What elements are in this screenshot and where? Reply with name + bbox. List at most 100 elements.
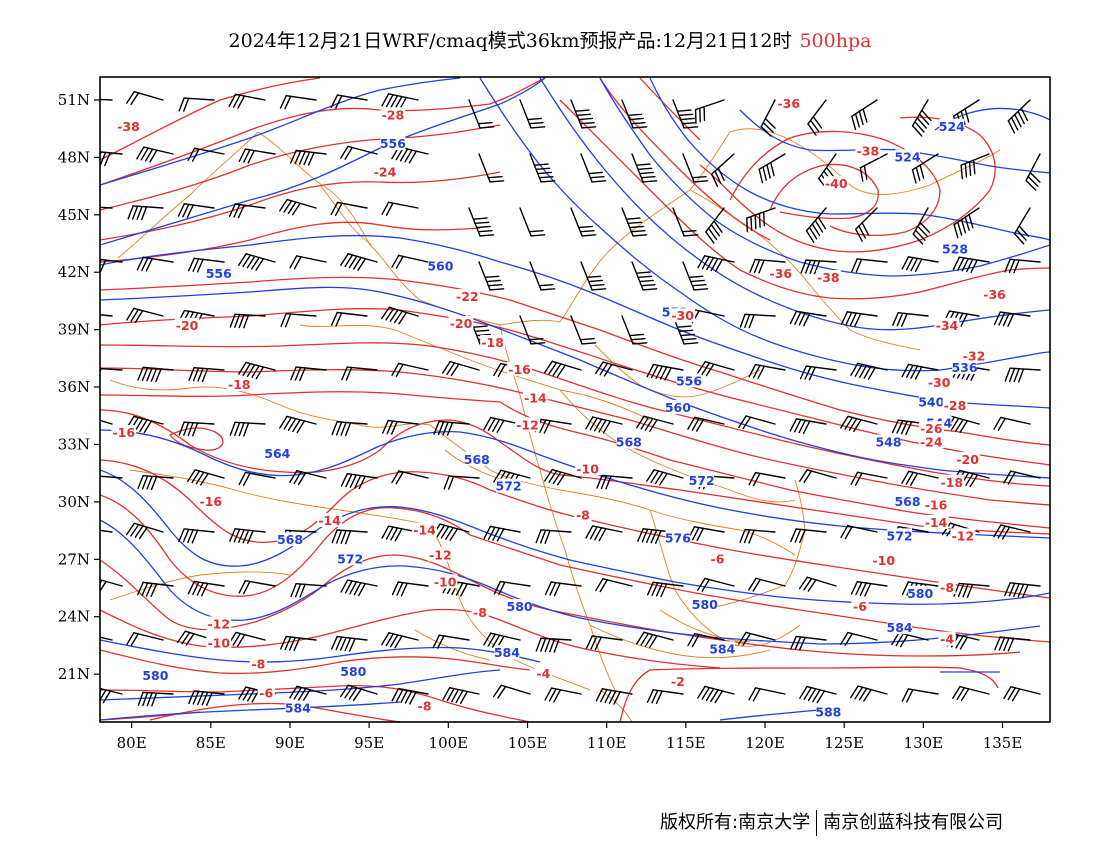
wind-barb bbox=[519, 207, 546, 237]
temperature-contour-label: -12 bbox=[207, 616, 230, 631]
temperature-contour-label: -16 bbox=[508, 362, 531, 377]
height-contour-label-bg bbox=[952, 359, 977, 374]
wind-barb bbox=[595, 578, 633, 593]
temperature-contour-label-bg bbox=[507, 361, 532, 376]
temperature-contour-label-bg bbox=[961, 348, 987, 363]
wind-barb bbox=[331, 529, 368, 545]
temperature-contour-label-bg bbox=[372, 164, 398, 179]
wind-barb bbox=[544, 581, 582, 597]
temperature-contour-label-bg bbox=[823, 176, 849, 191]
height-contour-label: 580 bbox=[692, 597, 718, 612]
wind-barb bbox=[738, 415, 776, 430]
temperature-contour-label-bg bbox=[249, 656, 267, 671]
height-contour-label-bg bbox=[895, 149, 920, 164]
temperature-contour-label-bg bbox=[534, 666, 552, 681]
title-text: 2024年12月21日WRF/cmaq模式36km预报产品:12月21日12时 bbox=[228, 30, 792, 52]
temperature-contour-label: -18 bbox=[228, 377, 251, 392]
temperature-contour-label-bg bbox=[923, 497, 949, 512]
temperature-contour-label: -16 bbox=[112, 425, 135, 440]
height-contour-label-bg bbox=[815, 704, 841, 719]
height-contour-label: 556 bbox=[380, 136, 406, 151]
temperature-contour-label: -8 bbox=[473, 605, 487, 620]
wind-barb bbox=[442, 360, 480, 377]
wind-barb bbox=[672, 99, 699, 129]
wind-barb bbox=[381, 632, 419, 649]
wind-barb bbox=[535, 637, 572, 653]
temperature-contour-label-bg bbox=[918, 421, 944, 436]
height-contour-label-bg bbox=[887, 528, 912, 543]
wind-barb bbox=[1003, 686, 1041, 702]
wind-barb bbox=[137, 474, 174, 491]
lon-tick-label: 115E bbox=[666, 734, 706, 752]
temperature-contour-label-bg bbox=[198, 493, 224, 508]
height-contour-label-bg bbox=[689, 472, 715, 487]
wind-barb bbox=[391, 254, 429, 269]
temperature-contour-label-bg bbox=[480, 335, 506, 350]
temperature-contour-label-bg bbox=[926, 375, 952, 390]
temperature-contour-label: -38 bbox=[117, 119, 140, 134]
temperature-contour-label-bg bbox=[670, 308, 696, 323]
height-contour-label: 572 bbox=[887, 528, 913, 543]
wind-barb bbox=[850, 471, 888, 486]
temperature-contour-label-bg bbox=[116, 118, 141, 133]
temperature-contour-label: -20 bbox=[956, 452, 979, 467]
lon-tick-label: 90E bbox=[275, 734, 305, 752]
height-contour-label: 568 bbox=[464, 452, 490, 467]
temperature-contour-label: -8 bbox=[251, 657, 265, 672]
lon-tick-label: 130E bbox=[904, 734, 944, 752]
height-contour-label-bg bbox=[428, 258, 453, 273]
wind-barb bbox=[595, 688, 633, 705]
temperature-contour-label: -12 bbox=[429, 547, 452, 562]
wind-barb bbox=[468, 207, 495, 237]
latitude-axis: 51N 48N 45N 42N 39N 36N 33N 30N 27N 24N 21N bbox=[58, 91, 100, 683]
wind-barb bbox=[748, 363, 786, 379]
height-contour-label: 568 bbox=[277, 532, 303, 547]
temperature-contour-label-bg bbox=[523, 390, 548, 405]
temperature-contour-label-bg bbox=[448, 315, 474, 330]
wind-barb bbox=[100, 578, 123, 593]
wind-barb bbox=[631, 153, 658, 183]
wind-barb bbox=[228, 93, 266, 109]
wind-barb bbox=[799, 365, 837, 381]
wind-barb bbox=[177, 203, 215, 219]
height-contour-label: 572 bbox=[495, 479, 521, 494]
wind-barb bbox=[758, 153, 786, 184]
wind-barb bbox=[178, 97, 215, 112]
wind-barb bbox=[570, 315, 597, 345]
wind-barb bbox=[331, 421, 368, 437]
longitude-axis: 80E 85E 90E 95E 100E 105E 110E 115E 120E 125E 130E… bbox=[117, 722, 1022, 752]
lat-tick-label: 45N bbox=[58, 206, 90, 224]
lon-tick-label: 105E bbox=[508, 734, 548, 752]
wind-barb bbox=[331, 311, 368, 327]
wind-barb bbox=[799, 469, 837, 484]
temperature-contour-label: -24 bbox=[920, 435, 943, 450]
wind-barb bbox=[746, 207, 776, 233]
wind-barb bbox=[136, 581, 174, 598]
temperature-contour-label: -32 bbox=[963, 348, 986, 363]
height-contour-label: 560 bbox=[427, 258, 453, 273]
wind-barb bbox=[705, 207, 725, 244]
height-contour-label-bg bbox=[494, 645, 520, 660]
temperature-contour-label: -38 bbox=[817, 270, 840, 285]
temperature-contour-label: -18 bbox=[481, 335, 504, 350]
wind-barb bbox=[807, 99, 827, 136]
wind-barb bbox=[535, 529, 572, 544]
wind-barb bbox=[126, 90, 164, 106]
wind-barb bbox=[621, 315, 648, 345]
wind-barb bbox=[850, 362, 888, 380]
wind-barb bbox=[687, 526, 725, 542]
wind-barb bbox=[483, 525, 521, 542]
wind-barb bbox=[805, 207, 827, 243]
height-contour-label: 576 bbox=[665, 530, 691, 545]
temperature-contour-label-bg bbox=[934, 317, 960, 332]
height-contour-label: 580 bbox=[340, 664, 366, 679]
temperature-contour-label: -20 bbox=[450, 316, 473, 331]
height-contour-label-bg bbox=[665, 530, 691, 545]
wind-barb bbox=[100, 529, 113, 533]
wind-barb bbox=[100, 206, 113, 209]
wind-barb bbox=[228, 631, 266, 648]
wind-barb bbox=[100, 314, 113, 317]
wind-barb bbox=[697, 577, 735, 592]
wind-barb bbox=[126, 307, 164, 323]
temperature-contour-label-bg bbox=[257, 685, 275, 700]
